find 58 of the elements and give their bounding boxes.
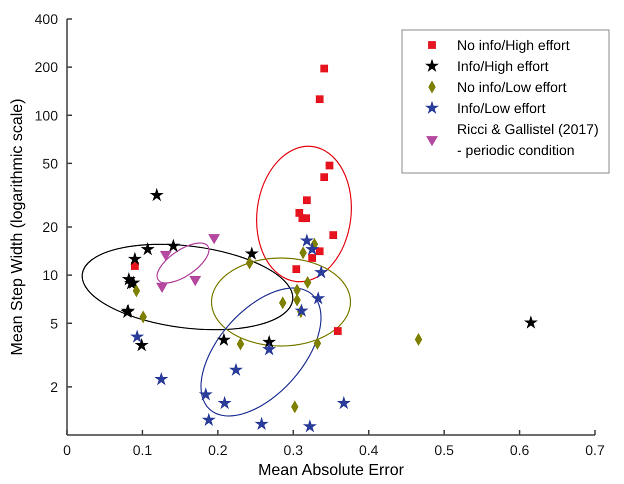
point: [311, 291, 326, 304]
point: [229, 362, 243, 376]
point: [244, 246, 259, 260]
point: [218, 396, 232, 410]
point: [292, 265, 300, 274]
point: [314, 265, 328, 278]
point: [140, 242, 155, 256]
legend-label: Info/Low effort: [457, 100, 546, 116]
y-tick-label: 200: [34, 59, 58, 76]
point: [134, 338, 149, 352]
x-axis-title: Mean Absolute Error: [258, 462, 405, 479]
point: [166, 238, 180, 252]
y-tick-label: 400: [34, 11, 58, 27]
point: [262, 342, 276, 356]
legend-label: Info/High effort: [457, 58, 549, 74]
legend-label: Ricci & Gallistel (2017) - periodic condition: [457, 121, 599, 158]
point: [316, 95, 324, 104]
x-tick-label: 0.5: [434, 442, 454, 458]
point: [128, 252, 142, 265]
y-tick-label: 5: [50, 315, 58, 332]
point: [334, 327, 342, 335]
x-tick-label: 0.2: [208, 442, 228, 458]
point: [316, 247, 324, 256]
legend-label: No info/High effort: [457, 37, 570, 53]
x-tick-label: 0.3: [284, 442, 304, 458]
y-axis-title: Mean Step Width (logarithmic scale): [9, 98, 26, 356]
point: [202, 412, 216, 426]
point: [329, 231, 338, 239]
y-tick-label: 2: [50, 378, 58, 395]
point: [302, 214, 310, 222]
y-tick-label: 10: [42, 267, 58, 284]
point: [302, 196, 311, 204]
x-tick-label: 0.1: [132, 442, 152, 458]
point: [320, 64, 328, 72]
point: [294, 304, 309, 317]
point: [216, 332, 231, 346]
point: [326, 162, 334, 170]
point: [302, 419, 317, 432]
point: [336, 396, 351, 410]
point: [524, 315, 538, 329]
point: [300, 233, 314, 247]
y-tick-label: 100: [34, 107, 58, 124]
point: [198, 387, 213, 400]
point: [308, 254, 316, 262]
y-tick-label: 50: [42, 155, 58, 172]
legend-label: No info/Low effort: [457, 79, 567, 95]
x-tick-label: 0: [63, 442, 72, 458]
point: [254, 416, 269, 430]
point: [305, 242, 320, 256]
x-tick-label: 0.4: [358, 442, 379, 458]
x-tick-label: 0.6: [510, 442, 530, 458]
point: [130, 330, 144, 343]
point: [320, 173, 328, 182]
x-tick-label: 0.7: [585, 442, 605, 458]
y-tick-label: 20: [42, 219, 58, 235]
point: [262, 334, 276, 348]
point: [150, 188, 164, 202]
point: [154, 372, 168, 386]
